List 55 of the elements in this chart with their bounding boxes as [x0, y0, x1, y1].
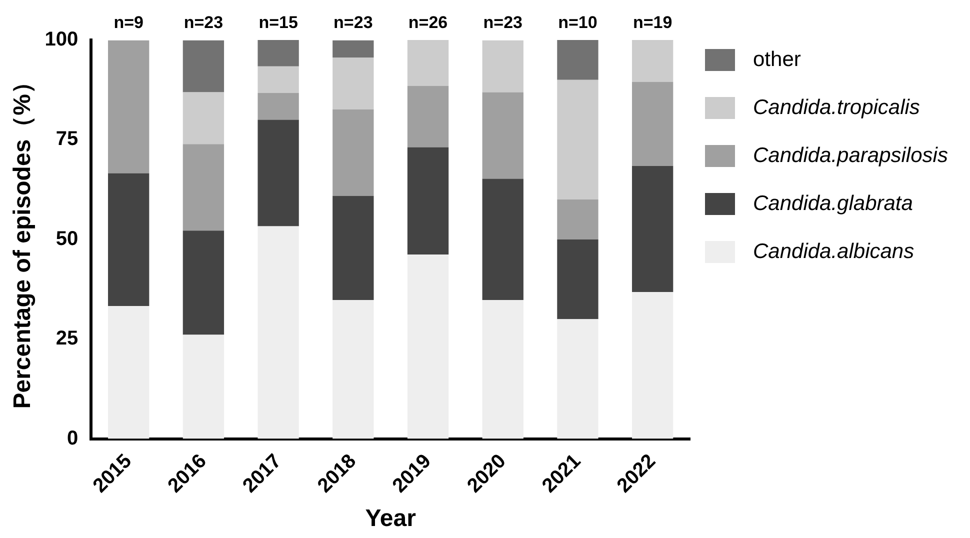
bar [482, 40, 524, 92]
text: n=15 [258, 13, 298, 32]
bar [108, 173, 150, 306]
legend-label: Candida.tropicalis [753, 96, 920, 120]
bar [407, 86, 449, 148]
bar [632, 40, 674, 82]
text: n=9 [114, 13, 144, 32]
bar [482, 92, 524, 179]
bar [332, 109, 374, 196]
text: n=10 [558, 13, 598, 32]
y-tick-label: 0 [67, 427, 78, 450]
bar [182, 40, 224, 92]
y-axis-title: Percentage of episodes（%） [9, 70, 36, 409]
x-axis-title: Year [365, 505, 416, 532]
text: n=23 [483, 13, 522, 32]
bar [108, 306, 150, 439]
y-tick-label: 75 [56, 128, 78, 150]
bar [182, 92, 224, 144]
legend-label: other [753, 48, 801, 72]
bar [632, 82, 674, 166]
bar [482, 300, 524, 439]
bar [482, 178, 524, 300]
bar [258, 66, 299, 94]
y-tick-label: 50 [56, 228, 78, 250]
legend-label: Candida.albicans [753, 240, 914, 264]
bar [557, 200, 598, 240]
legend-label: Candida.glabrata [753, 192, 913, 216]
bar [632, 166, 674, 292]
bar [258, 226, 299, 439]
bar [258, 93, 299, 120]
bar [407, 254, 449, 439]
y-tick-label: 100 [44, 28, 78, 51]
bar [182, 334, 224, 439]
text: n=19 [632, 13, 672, 32]
bar [258, 120, 299, 226]
bar [557, 319, 598, 439]
bar [332, 58, 374, 110]
bar [332, 196, 374, 300]
y-tick-label: 25 [56, 328, 78, 350]
text: n=26 [408, 13, 448, 32]
bar [557, 239, 598, 320]
bar [407, 147, 449, 255]
text: n=23 [184, 13, 224, 32]
bar [332, 300, 374, 439]
text: n=23 [334, 13, 373, 32]
bar [557, 40, 598, 80]
bar [182, 144, 224, 231]
bar [632, 292, 674, 439]
bar [182, 230, 224, 335]
bar [332, 40, 374, 58]
bar [258, 40, 299, 66]
bar [557, 80, 598, 200]
legend-label: Candida.parapsilosis [753, 144, 948, 168]
bar [108, 40, 150, 174]
bar [407, 40, 449, 86]
